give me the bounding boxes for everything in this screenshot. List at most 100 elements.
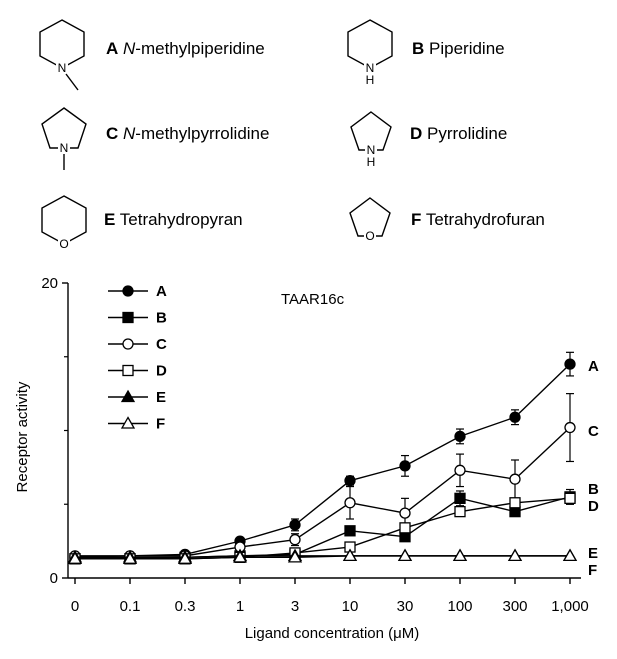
data-point — [564, 492, 576, 505]
legend-item-f: F — [108, 416, 165, 433]
legend-marker — [122, 338, 134, 350]
compound-panel: N A N-methylpiperidine N H B Piperidine … — [39, 19, 545, 251]
hydrogen-d: H — [367, 155, 376, 169]
legend-label: A — [156, 283, 167, 300]
data-point — [344, 525, 356, 537]
data-point — [122, 551, 138, 564]
atom-b: N — [366, 61, 375, 75]
atom-d: N — [367, 143, 376, 157]
compound-label-c: C N-methylpyrrolidine — [106, 124, 269, 143]
x-tick-label: 0.1 — [120, 598, 141, 615]
compound-label-a: A N-methylpiperidine — [106, 39, 265, 58]
legend-label: F — [156, 416, 165, 433]
data-point — [397, 548, 413, 562]
data-point — [452, 548, 468, 562]
legend-item-a: A — [108, 283, 167, 300]
series-c — [69, 393, 576, 562]
end-label-e: E — [588, 545, 598, 562]
legend-marker — [120, 389, 136, 403]
compound-label-e: E Tetrahydropyran — [104, 210, 243, 229]
end-labels: A C BD EF — [588, 358, 599, 579]
x-tick-label: 100 — [447, 598, 472, 615]
compound-a: N A N-methylpiperidine — [39, 19, 265, 91]
legend-label: C — [156, 336, 167, 353]
series-f — [67, 548, 578, 564]
x-tick-label: 1,000 — [551, 598, 589, 615]
legend-item-b: B — [108, 310, 167, 327]
legend-item-c: C — [108, 336, 167, 353]
series-line — [75, 555, 570, 560]
atom-a: N — [58, 61, 67, 75]
y-tick-label: 0 — [50, 570, 58, 587]
x-tick-label: 300 — [502, 598, 527, 615]
data-point — [564, 421, 576, 434]
data-point — [509, 411, 521, 423]
data-point — [342, 548, 358, 562]
data-point — [287, 550, 303, 563]
legend-marker — [122, 285, 134, 297]
legend-label: D — [156, 363, 167, 380]
compound-f: O F Tetrahydrofuran — [349, 197, 545, 243]
series-line — [74, 363, 571, 559]
legend-item-d: D — [108, 363, 167, 380]
x-tick-label: 10 — [342, 598, 359, 615]
compound-c: N C N-methylpyrrolidine — [41, 107, 269, 170]
data-point — [344, 474, 356, 487]
end-label-f: F — [588, 562, 597, 579]
hydrogen-b: H — [366, 73, 375, 87]
series-line — [75, 496, 571, 560]
y-ticks: 0 20 — [41, 275, 68, 587]
data-point — [232, 550, 248, 563]
compound-label-d: D Pyrrolidine — [410, 124, 507, 143]
x-tick-label: 1 — [236, 598, 244, 615]
x-tick-label: 0.3 — [175, 598, 196, 615]
end-label-b: B — [588, 481, 599, 498]
methyl-bond-a — [65, 73, 79, 91]
compound-e: O E Tetrahydropyran — [41, 195, 243, 251]
data-point — [564, 358, 576, 370]
data-point — [399, 507, 411, 519]
x-ticks: 0 0.1 0.3 1 3 10 30 100 300 1,000 — [71, 578, 589, 615]
compound-label-b: B Piperidine — [412, 39, 505, 58]
x-tick-label: 30 — [397, 598, 414, 615]
chart: TAAR16c Receptor activity Ligand concent… — [14, 275, 599, 642]
end-label-a: A — [588, 358, 599, 375]
series-layer — [67, 351, 578, 565]
data-point — [344, 497, 356, 509]
chart-title: TAAR16c — [281, 291, 345, 308]
data-point — [289, 519, 301, 531]
y-tick-label: 20 — [41, 275, 58, 292]
data-point — [562, 548, 578, 562]
compound-b: N H B Piperidine — [347, 19, 505, 87]
legend-marker — [122, 364, 134, 377]
data-point — [509, 497, 521, 509]
legend-marker — [120, 416, 136, 429]
y-axis-label: Receptor activity — [14, 381, 31, 492]
series-a — [69, 351, 576, 563]
series-b — [69, 488, 576, 565]
atom-e: O — [59, 237, 68, 251]
x-tick-label: 3 — [291, 598, 299, 615]
legend-marker — [122, 311, 134, 324]
data-point — [67, 551, 83, 564]
data-point — [454, 430, 466, 443]
data-point — [177, 551, 193, 564]
atom-f: O — [365, 229, 374, 243]
x-tick-label: 0 — [71, 598, 79, 615]
data-point — [289, 534, 301, 546]
legend-label: E — [156, 389, 166, 406]
data-point — [454, 464, 466, 476]
data-point — [509, 473, 521, 485]
data-point — [399, 460, 411, 472]
compound-label-f: F Tetrahydrofuran — [411, 210, 545, 229]
data-point — [454, 505, 466, 518]
data-point — [454, 492, 466, 505]
compound-d: N H D Pyrrolidine — [350, 111, 507, 169]
end-label-d: D — [588, 498, 599, 515]
end-label-c: C — [588, 423, 599, 440]
x-axis-label: Ligand concentration (μM) — [245, 625, 420, 642]
data-point — [507, 548, 523, 562]
atom-c: N — [60, 141, 69, 155]
